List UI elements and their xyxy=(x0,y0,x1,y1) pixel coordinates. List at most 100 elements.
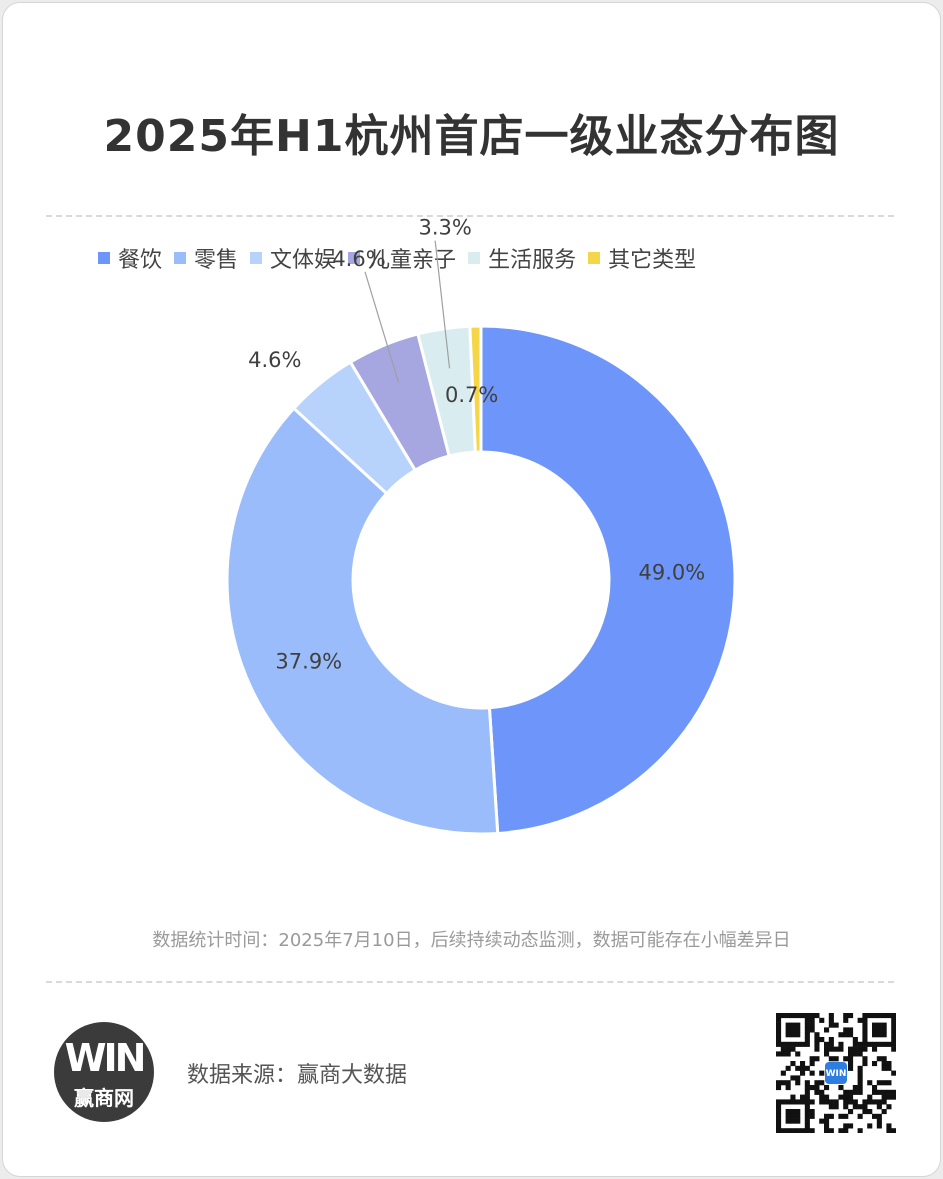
qr-module xyxy=(891,1070,896,1076)
qr-module xyxy=(785,1109,791,1115)
qr-module xyxy=(876,1041,882,1047)
qr-module xyxy=(790,1075,796,1081)
qr-module xyxy=(795,1128,801,1133)
legend-item-retail: 零售 xyxy=(174,242,238,274)
qr-module xyxy=(862,1027,868,1033)
qr-module xyxy=(886,1013,892,1019)
qr-module xyxy=(857,1075,863,1081)
qr-module xyxy=(776,1032,782,1038)
qr-module xyxy=(867,1123,873,1129)
legend-swatch xyxy=(250,252,263,264)
qr-module xyxy=(848,1013,854,1019)
qr-module xyxy=(852,1099,858,1105)
qr-module xyxy=(809,1056,815,1062)
qr-module xyxy=(795,1118,801,1124)
qr-module xyxy=(809,1017,815,1023)
qr-module xyxy=(872,1046,878,1052)
qr-module xyxy=(876,1027,882,1033)
qr-module xyxy=(857,1085,863,1091)
qr-module xyxy=(828,1104,834,1110)
logo-text: 赢商网 xyxy=(74,1086,134,1110)
qr-module xyxy=(881,1013,887,1019)
qr-module xyxy=(843,1094,849,1100)
qr-module xyxy=(828,1013,834,1019)
qr-module xyxy=(838,1032,844,1038)
qr-module xyxy=(862,1046,868,1052)
qr-module xyxy=(852,1046,858,1052)
qr-module xyxy=(862,1022,868,1028)
qr-module xyxy=(886,1094,892,1100)
qr-module xyxy=(838,1085,844,1091)
qr-module xyxy=(828,1017,834,1023)
qr-module xyxy=(776,1085,782,1091)
qr-module xyxy=(800,1013,806,1019)
qr-module xyxy=(862,1056,868,1062)
qr-module xyxy=(872,1085,878,1091)
qr-module xyxy=(804,1094,810,1100)
data-source: 数据来源：赢商大数据 xyxy=(187,1063,408,1088)
qr-module xyxy=(800,1065,806,1071)
qr-module xyxy=(876,1056,882,1062)
qr-module xyxy=(776,1013,782,1019)
qr-module xyxy=(814,1089,820,1095)
qr-module xyxy=(814,1041,820,1047)
chart-legend: 餐饮 零售 文体娱 儿童亲子 生活服务 其它类型 xyxy=(98,242,708,274)
qr-module xyxy=(872,1027,878,1033)
qr-module xyxy=(833,1046,839,1052)
qr-module xyxy=(809,1099,815,1105)
legend-item-entertainment: 文体娱 xyxy=(250,242,336,274)
qr-module xyxy=(814,1032,820,1038)
qr-module xyxy=(780,1070,786,1076)
qr-module xyxy=(852,1041,858,1047)
legend-label: 生活服务 xyxy=(488,248,577,273)
qr-module xyxy=(785,1046,791,1052)
qr-module xyxy=(857,1051,863,1057)
qr-module xyxy=(780,1041,786,1047)
qr-module xyxy=(891,1037,896,1043)
qr-module xyxy=(795,1065,801,1071)
qr-module xyxy=(795,1080,801,1086)
qr-module xyxy=(862,1037,868,1043)
qr-module xyxy=(776,1041,782,1047)
qr-module xyxy=(872,1113,878,1119)
qr-module xyxy=(828,1056,834,1062)
qr-module xyxy=(881,1065,887,1071)
qr-module xyxy=(848,1032,854,1038)
qr-module xyxy=(843,1099,849,1105)
qr-module xyxy=(857,1128,863,1133)
qr-module xyxy=(843,1123,849,1129)
qr-module xyxy=(795,1041,801,1047)
qr-module xyxy=(872,1089,878,1095)
qr-module xyxy=(862,1013,868,1019)
qr-module xyxy=(872,1032,878,1038)
data-label: 37.9% xyxy=(275,650,342,674)
qr-module xyxy=(876,1013,882,1019)
slice-dining xyxy=(479,324,737,836)
qr-module xyxy=(809,1022,815,1028)
qr-module xyxy=(804,1032,810,1038)
data-label: 4.6% xyxy=(332,247,385,271)
legend-item-kids: 儿童亲子 xyxy=(348,242,456,274)
qr-module xyxy=(848,1065,854,1071)
qr-module xyxy=(819,1089,825,1095)
legend-item-services: 生活服务 xyxy=(468,242,576,274)
qr-module xyxy=(819,1070,825,1076)
qr-module xyxy=(809,1109,815,1115)
data-label: 0.7% xyxy=(445,383,498,407)
data-label: 49.0% xyxy=(639,561,706,585)
qr-module xyxy=(795,1099,801,1105)
qr-module xyxy=(824,1051,830,1057)
qr-module xyxy=(872,1061,878,1067)
qr-module xyxy=(819,1094,825,1100)
qr-module xyxy=(804,1013,810,1019)
qr-module xyxy=(857,1070,863,1076)
qr-module xyxy=(891,1022,896,1028)
qr-module xyxy=(876,1089,882,1095)
qr-module xyxy=(891,1046,896,1052)
qr-module xyxy=(795,1051,801,1057)
qr-module xyxy=(785,1041,791,1047)
qr-module xyxy=(881,1041,887,1047)
qr-module xyxy=(876,1080,882,1086)
qr-module xyxy=(780,1080,786,1086)
qr-module xyxy=(804,1123,810,1129)
